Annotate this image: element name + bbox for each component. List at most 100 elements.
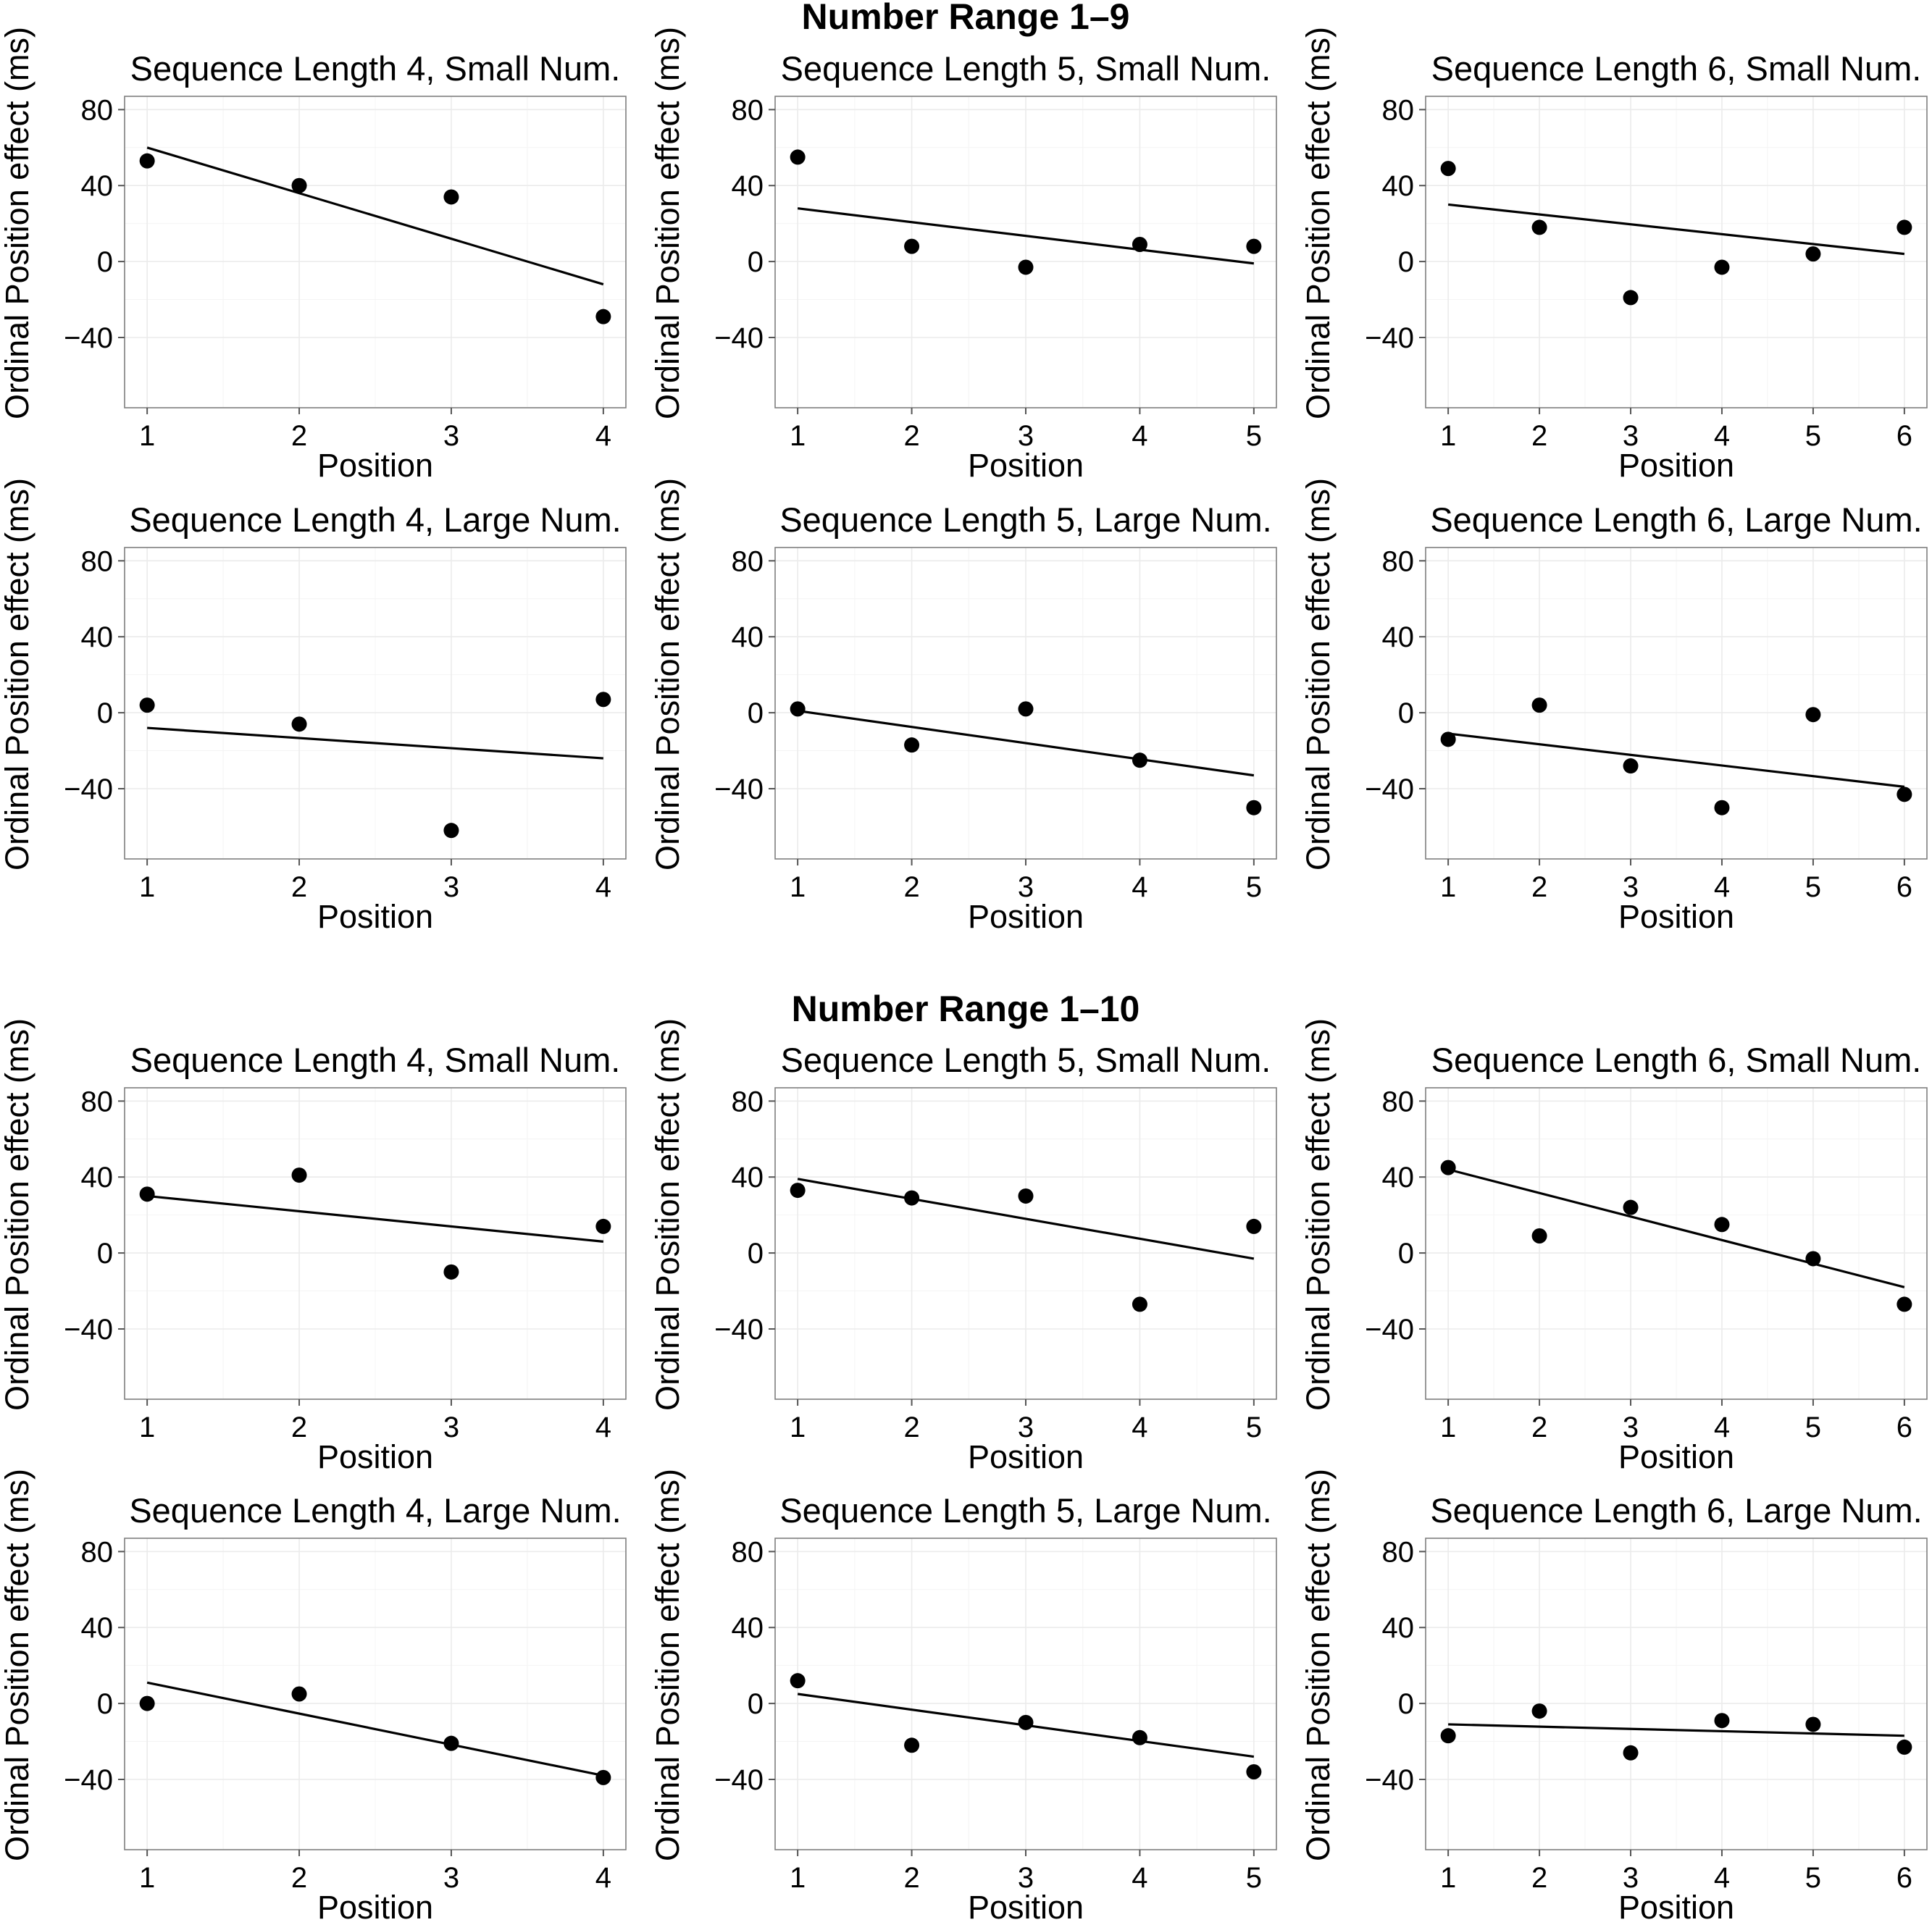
y-tick-label: 80 xyxy=(81,545,114,577)
grid xyxy=(1426,548,1927,859)
panel-border xyxy=(1425,96,1928,408)
x-axis-label: Position xyxy=(968,1438,1084,1475)
data-point xyxy=(1897,219,1912,235)
x-tick-label: 4 xyxy=(1132,871,1147,903)
panel-title: Sequence Length 5, Large Num. xyxy=(779,500,1271,539)
y-tick-label: 80 xyxy=(1382,545,1415,577)
data-point xyxy=(595,1769,611,1785)
y-tick-label: 0 xyxy=(748,246,764,278)
panel-5: −40 0 40 80 1 2 3 4 5 Sequence Length 5, Large Nu… xyxy=(649,478,1277,935)
x-tick-label: 1 xyxy=(139,871,155,903)
y-tick-label: 80 xyxy=(81,1086,114,1117)
data-point xyxy=(1246,1218,1262,1234)
panel-border xyxy=(124,1087,627,1400)
panel-6: −40 0 40 80 1 2 3 4 5 6 Sequence Length 6, Large N… xyxy=(1300,478,1928,935)
y-axis-label: Ordinal Position effect (ms) xyxy=(1300,478,1337,871)
y-tick-label: 40 xyxy=(732,1162,764,1194)
y-tick-label: 80 xyxy=(1382,1086,1415,1117)
panel-title: Sequence Length 4, Small Num. xyxy=(130,49,621,88)
y-tick-label: 40 xyxy=(81,170,114,202)
grid xyxy=(1426,96,1927,408)
x-tick-label: 4 xyxy=(595,871,611,903)
y-axis-label: Ordinal Position effect (ms) xyxy=(0,1018,35,1411)
data-point xyxy=(139,697,155,713)
grid xyxy=(125,548,626,859)
panel-3: −40 0 40 80 1 2 3 4 5 6 Sequence Length 6, Small N… xyxy=(1300,27,1928,484)
data-point xyxy=(904,1737,920,1753)
grid xyxy=(125,1538,626,1850)
panel-border xyxy=(124,96,627,408)
trend-line xyxy=(147,726,603,760)
x-tick-label: 2 xyxy=(1531,1412,1547,1443)
x-axis-label: Position xyxy=(1618,898,1734,935)
x-tick-label: 3 xyxy=(443,1862,459,1894)
y-tick-label: −40 xyxy=(64,322,113,354)
x-axis-label: Position xyxy=(1618,1889,1734,1925)
y-tick-label: 0 xyxy=(97,697,113,729)
y-tick-label: 40 xyxy=(732,621,764,653)
panel-title: Sequence Length 5, Small Num. xyxy=(781,1041,1271,1079)
data-point xyxy=(291,177,307,193)
data-point xyxy=(1805,707,1821,723)
x-tick-label: 3 xyxy=(1018,1862,1034,1894)
x-tick-label: 6 xyxy=(1897,1412,1912,1443)
data-point xyxy=(1132,1729,1147,1745)
section-title-range-1-10: Number Range 1–10 xyxy=(792,989,1140,1029)
y-tick-label: 0 xyxy=(97,246,113,278)
x-tick-label: 4 xyxy=(1714,1412,1730,1443)
x-tick-label: 1 xyxy=(139,1862,155,1894)
x-axis-label: Position xyxy=(317,447,433,484)
data-point xyxy=(595,692,611,708)
x-tick-label: 6 xyxy=(1897,1862,1912,1894)
y-axis-label: Ordinal Position effect (ms) xyxy=(0,27,35,419)
trend-line xyxy=(1447,1168,1905,1288)
y-axis-label: Ordinal Position effect (ms) xyxy=(649,1018,686,1411)
x-tick-label: 1 xyxy=(790,871,806,903)
x-tick-label: 1 xyxy=(1440,1862,1456,1894)
y-tick-label: −40 xyxy=(714,773,764,805)
grid xyxy=(775,1088,1276,1399)
y-tick-label: 80 xyxy=(732,1536,764,1568)
trend-line xyxy=(146,1681,604,1777)
data-point xyxy=(1531,219,1547,235)
x-tick-label: 2 xyxy=(903,871,919,903)
data-point xyxy=(291,716,307,732)
x-tick-label: 4 xyxy=(595,420,611,452)
x-tick-label: 3 xyxy=(1018,871,1034,903)
x-tick-label: 2 xyxy=(1531,871,1547,903)
x-tick-label: 5 xyxy=(1805,1412,1821,1443)
y-tick-label: −40 xyxy=(64,1314,113,1346)
section-title-range-1-9: Number Range 1–9 xyxy=(802,0,1130,37)
y-tick-label: 0 xyxy=(97,1688,113,1720)
y-tick-label: 80 xyxy=(81,94,114,126)
data-point xyxy=(1531,697,1547,713)
panel-10: −40 0 40 80 1 2 3 4 Sequence Length 4, Large Num… xyxy=(0,1469,627,1925)
panel-12: −40 0 40 80 1 2 3 4 5 6 Sequence Length 6, Large N… xyxy=(1300,1469,1928,1925)
data-point xyxy=(1714,800,1730,815)
data-point xyxy=(1440,1159,1456,1175)
data-point xyxy=(139,1695,155,1711)
x-tick-label: 3 xyxy=(1623,871,1639,903)
y-tick-label: 80 xyxy=(1382,1536,1415,1568)
y-tick-label: −40 xyxy=(1365,1764,1414,1796)
x-axis-label: Position xyxy=(1618,447,1734,484)
data-point xyxy=(790,1183,806,1199)
trend-line xyxy=(797,207,1255,265)
x-tick-label: 3 xyxy=(1623,420,1639,452)
data-point xyxy=(1132,237,1147,253)
grid xyxy=(1426,1538,1927,1850)
x-tick-label: 1 xyxy=(139,1412,155,1443)
x-tick-label: 4 xyxy=(1132,1412,1147,1443)
x-tick-label: 5 xyxy=(1805,420,1821,452)
y-tick-label: 40 xyxy=(1382,170,1415,202)
data-point xyxy=(1897,787,1912,802)
x-tick-label: 4 xyxy=(1714,871,1730,903)
x-axis-label: Position xyxy=(1618,1438,1734,1475)
x-tick-label: 1 xyxy=(1440,420,1456,452)
y-tick-label: 80 xyxy=(81,1536,114,1568)
y-tick-label: −40 xyxy=(64,773,113,805)
data-point xyxy=(1018,1188,1034,1204)
x-tick-label: 3 xyxy=(1623,1412,1639,1443)
data-point xyxy=(1531,1228,1547,1244)
x-tick-label: 2 xyxy=(291,1862,307,1894)
